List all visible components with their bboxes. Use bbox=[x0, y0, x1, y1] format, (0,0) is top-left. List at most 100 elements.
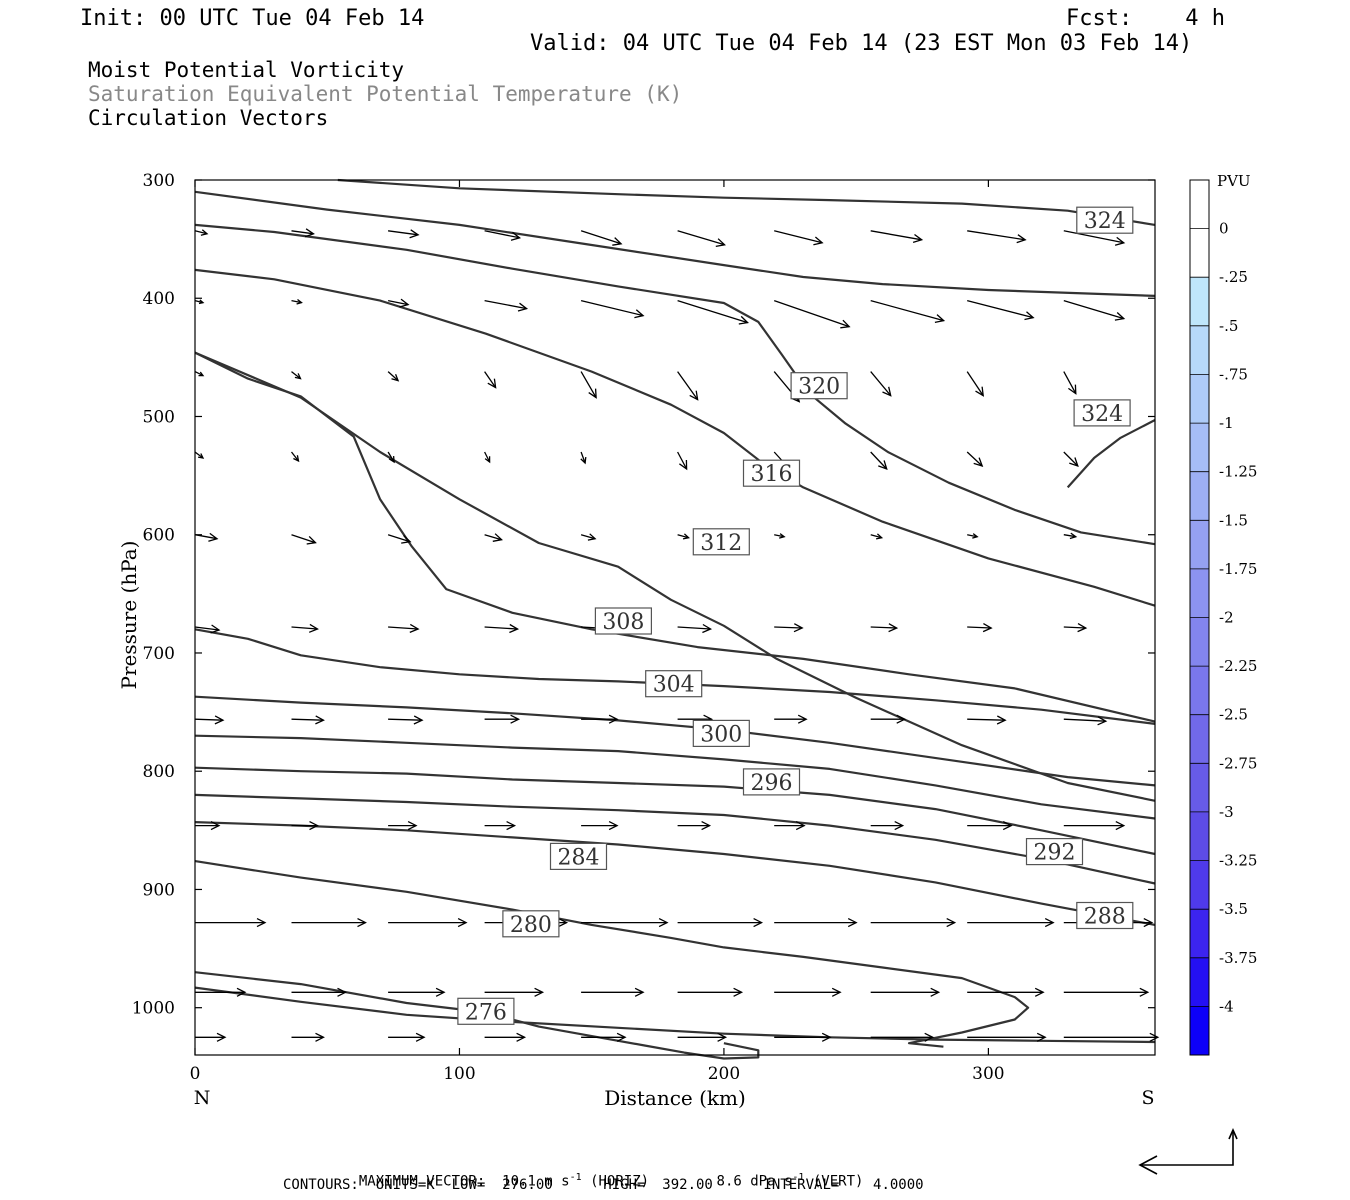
vector-arrow bbox=[967, 230, 1027, 244]
vector-head bbox=[733, 987, 744, 997]
contour-label-text: 288 bbox=[1084, 905, 1126, 930]
vector-head bbox=[409, 623, 420, 634]
vector-arrow bbox=[388, 715, 424, 725]
vector-arrow bbox=[195, 821, 221, 831]
vector-shaft bbox=[194, 626, 220, 631]
vector-arrow bbox=[291, 1032, 325, 1042]
x-axis-title: Distance (km) bbox=[604, 1086, 746, 1110]
vector-shaft bbox=[677, 534, 689, 539]
vector-head bbox=[294, 373, 302, 380]
vector-shaft bbox=[387, 299, 409, 306]
vector-shaft bbox=[677, 626, 711, 630]
vector-head bbox=[1149, 1032, 1160, 1042]
vector-shaft bbox=[967, 626, 992, 629]
axes: 300 400 500 600 700 800 900 1000 0 100 200 300 bbox=[132, 171, 1155, 1084]
horiz-unit-exponent: -1 bbox=[569, 1172, 582, 1183]
vector-head bbox=[1016, 234, 1027, 244]
vector-shaft bbox=[580, 451, 586, 464]
vector-shaft bbox=[1063, 534, 1076, 538]
vector-head bbox=[315, 1032, 325, 1042]
colorbar-swatch bbox=[1190, 957, 1209, 1007]
vector-arrow bbox=[967, 1032, 1047, 1042]
vector-head bbox=[896, 714, 907, 724]
contour-line-10 bbox=[194, 793, 1156, 885]
contour-label: 308 bbox=[594, 607, 653, 635]
vector-arrow bbox=[388, 623, 420, 634]
vector-head bbox=[634, 987, 645, 997]
vector-head bbox=[1139, 987, 1150, 997]
vector-shaft bbox=[967, 534, 978, 538]
vector-shaft bbox=[677, 230, 725, 246]
vector-head bbox=[1115, 821, 1126, 831]
vector-head bbox=[821, 1032, 832, 1042]
vector-shaft bbox=[773, 299, 850, 328]
vector-arrow bbox=[870, 451, 888, 471]
vector-shaft bbox=[1063, 626, 1086, 629]
colorbar-unit: PVU bbox=[1217, 172, 1251, 190]
vector-shaft bbox=[484, 626, 518, 630]
vector-head bbox=[1143, 918, 1154, 928]
contours-info: CONTOURS: UNITS=K LOW= 276.00 HIGH= 392.… bbox=[283, 1177, 924, 1193]
vector-head bbox=[315, 715, 325, 725]
contour-label-text: 320 bbox=[798, 375, 840, 400]
vector-shaft bbox=[677, 299, 748, 324]
vector-head bbox=[982, 623, 993, 633]
vector-head bbox=[558, 918, 569, 928]
vector-shaft bbox=[774, 230, 823, 244]
vector-shaft bbox=[291, 718, 324, 721]
vector-arrow bbox=[870, 299, 946, 324]
contour-label-box bbox=[502, 910, 560, 938]
vector-arrow bbox=[774, 230, 824, 246]
vector-head bbox=[924, 1032, 935, 1042]
vector-head bbox=[516, 1032, 527, 1042]
vector-head bbox=[198, 371, 205, 377]
vector-head bbox=[612, 237, 623, 246]
vector-arrow bbox=[291, 534, 317, 545]
contour-label-text: 316 bbox=[751, 462, 793, 487]
vector-arrow bbox=[291, 918, 367, 928]
vector-shaft bbox=[774, 626, 803, 629]
vector-head bbox=[946, 918, 957, 928]
vector-head bbox=[510, 714, 521, 724]
vector-shaft bbox=[484, 534, 502, 541]
vector-arrow bbox=[1063, 716, 1108, 726]
vector-shaft bbox=[1063, 299, 1124, 320]
contour-label-text: 296 bbox=[751, 771, 793, 796]
vector-head bbox=[996, 715, 1007, 725]
vector-head bbox=[509, 623, 520, 634]
vector-arrow bbox=[484, 1032, 527, 1042]
vector-head bbox=[534, 987, 545, 997]
vector-head bbox=[840, 319, 851, 329]
vector-arrow bbox=[194, 715, 225, 725]
contour-label-box bbox=[645, 670, 703, 698]
vector-arrow bbox=[967, 715, 1007, 725]
vector-head bbox=[407, 821, 418, 831]
contour-label-box bbox=[692, 719, 750, 748]
vector-head bbox=[679, 459, 688, 471]
vector-shaft bbox=[677, 451, 688, 470]
vector-shaft bbox=[194, 371, 204, 377]
vector-head bbox=[1002, 821, 1013, 831]
vector-arrow bbox=[677, 987, 744, 997]
y-tick-label: 500 bbox=[143, 407, 175, 427]
vector-head bbox=[293, 455, 300, 463]
vector-arrow bbox=[967, 533, 979, 539]
vector-arrow bbox=[194, 532, 219, 542]
vector-shaft bbox=[387, 534, 411, 543]
vector-shaft bbox=[967, 299, 1034, 319]
vector-head bbox=[457, 918, 468, 928]
vector-arrow bbox=[387, 298, 410, 308]
vector-head bbox=[510, 231, 522, 241]
colorbar-label: -2.5 bbox=[1219, 706, 1248, 724]
vector-arrow bbox=[195, 987, 247, 997]
vector-shaft bbox=[291, 626, 318, 630]
vector-arrow bbox=[484, 299, 529, 312]
vector-shaft bbox=[194, 451, 204, 459]
vector-head bbox=[216, 1032, 227, 1042]
circulation-vectors bbox=[194, 228, 1160, 1042]
colorbar-label: -2.75 bbox=[1219, 754, 1257, 772]
vector-shaft bbox=[677, 371, 699, 400]
vector-head bbox=[831, 987, 842, 997]
vector-head bbox=[753, 918, 764, 928]
vector-head bbox=[847, 918, 858, 928]
